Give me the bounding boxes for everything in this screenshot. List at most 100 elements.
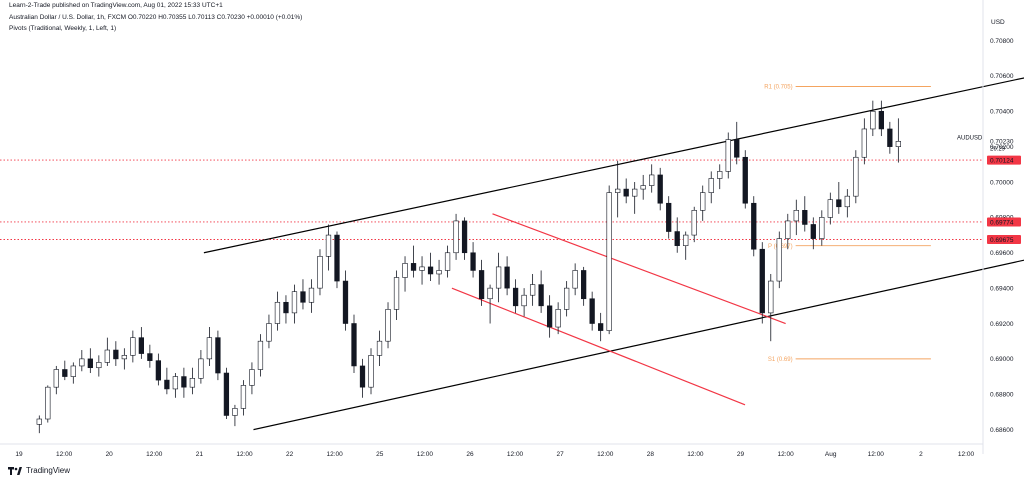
symbol-ohlc-line: Australian Dollar / U.S. Dollar, 1h, FXC… (9, 14, 303, 21)
x-tick-label: 12:00 (417, 451, 434, 458)
x-tick-label: 20 (106, 451, 114, 458)
candles-layer (36, 100, 901, 434)
x-tick-label: 29 (737, 451, 745, 458)
y-tick-label: 0.69000 (990, 356, 1014, 363)
candle-body (147, 353, 153, 361)
x-tick-label: 19 (15, 451, 23, 458)
candle-body (189, 378, 196, 388)
candle-body (793, 210, 799, 222)
candle-body (606, 192, 612, 331)
candle-body (555, 309, 561, 328)
publisher-line: Learn-2-Trade published on TradingView.c… (9, 2, 223, 9)
tradingview-brand: TradingView (26, 466, 71, 475)
candle-body (640, 185, 646, 190)
y-tick-label: 0.70200 (990, 144, 1014, 151)
candle-body (427, 266, 434, 275)
candle-body (121, 355, 127, 360)
candle-body (257, 340, 264, 370)
candle-body (470, 252, 476, 271)
pivot-label: S1 (0.69) (768, 357, 793, 363)
candle-body (598, 323, 604, 331)
candle-body (827, 199, 833, 218)
candle-body (887, 128, 893, 147)
x-tick-label: 12:00 (236, 451, 253, 458)
candle-body (325, 234, 332, 257)
candle-body (700, 192, 706, 211)
candle-body (351, 323, 357, 367)
candle-body (419, 266, 425, 271)
x-tick-label: 12:00 (687, 451, 704, 458)
candle-body (206, 337, 213, 360)
candle-body (317, 255, 323, 289)
candle-body (725, 139, 731, 172)
x-tick-label: 12:00 (327, 451, 344, 458)
candle-body (45, 386, 51, 420)
x-tick-label: 28 (647, 451, 655, 458)
price-tag-label: 0.70124 (990, 157, 1014, 164)
candle-body (223, 372, 230, 416)
candle-body (283, 301, 289, 314)
candle-body (104, 349, 110, 363)
candle-body (853, 156, 859, 197)
candle-body (402, 263, 408, 278)
candle-body (87, 358, 93, 369)
x-tick-label: 12:00 (56, 451, 73, 458)
indicator-line: Pivots (Traditional, Weekly, 1, Left, 1) (9, 25, 117, 32)
candle-body (113, 349, 119, 360)
x-tick-label: 22 (286, 451, 294, 458)
candle-body (240, 385, 247, 409)
candle-body (819, 217, 825, 239)
x-tick-label: 25 (376, 451, 384, 458)
tradingview-footer[interactable]: TradingView (8, 466, 70, 475)
candle-body (708, 178, 714, 193)
candle-body (504, 266, 510, 289)
candle-body (487, 287, 493, 300)
x-tick-label: 12:00 (146, 451, 163, 458)
candle-body (759, 248, 765, 314)
candle-body (649, 174, 655, 186)
candle-body (334, 234, 340, 282)
candle-body (691, 210, 697, 236)
x-tick-label: 12:00 (958, 451, 975, 458)
candle-body (155, 360, 162, 381)
candle-body (878, 110, 884, 130)
candle-body (300, 291, 306, 303)
lower-channel-trendline (253, 259, 1024, 431)
candle-body (632, 188, 638, 197)
candle-body (444, 252, 451, 271)
candle-body (291, 291, 298, 314)
axes-layer: USD 0.68600 0.68800 0.69000 0.69200 0.69400 0.… (0, 0, 1014, 458)
price-tag (987, 234, 1021, 244)
last-price-label: 0.70230 (990, 138, 1014, 145)
tradingview-logo-icon (8, 466, 22, 475)
red-upper-trendline (492, 213, 786, 325)
y-tick-label: 0.68800 (990, 392, 1014, 399)
candle-body (198, 358, 204, 379)
x-tick-label: 12:00 (507, 451, 524, 458)
candle-body (393, 277, 400, 310)
candle-body (70, 365, 76, 377)
x-tick-label: 12:00 (777, 451, 794, 458)
y-tick-label: 0.69600 (990, 250, 1014, 257)
candle-body (615, 188, 621, 193)
candle-body (359, 365, 366, 388)
candle-body (657, 174, 663, 204)
candle-body (895, 141, 901, 147)
candle-body (538, 284, 544, 307)
countdown-label: 26:29 (990, 146, 1006, 152)
candle-body (870, 110, 876, 130)
candle-body (564, 287, 570, 310)
candle-body (495, 266, 502, 289)
candle-body (861, 128, 867, 158)
candle-body (96, 362, 102, 369)
y-tick-label: 0.70800 (990, 38, 1014, 45)
candle-body (181, 376, 187, 388)
y-tick-label: 0.70600 (990, 73, 1014, 80)
candle-body (53, 369, 59, 388)
x-tick-label: Aug (825, 451, 837, 458)
candle-body (215, 337, 221, 374)
candle-body (410, 263, 417, 271)
candle-body (572, 270, 578, 289)
candle-body (836, 199, 842, 208)
